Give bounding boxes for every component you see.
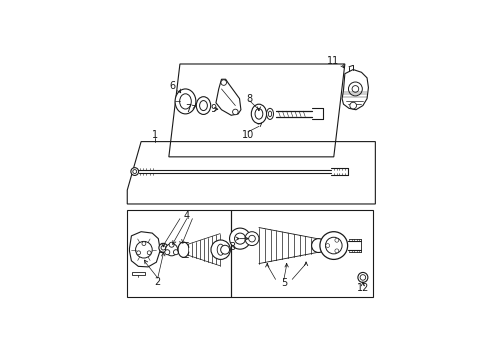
Circle shape xyxy=(248,235,255,242)
Text: 8: 8 xyxy=(246,94,252,104)
Circle shape xyxy=(325,244,329,247)
Ellipse shape xyxy=(268,111,271,117)
Circle shape xyxy=(234,233,245,244)
Polygon shape xyxy=(216,79,241,115)
Ellipse shape xyxy=(217,244,224,255)
Text: 1: 1 xyxy=(152,130,158,140)
Circle shape xyxy=(334,249,338,253)
Circle shape xyxy=(319,232,347,260)
Circle shape xyxy=(221,80,226,85)
Ellipse shape xyxy=(175,89,196,114)
Circle shape xyxy=(232,109,238,115)
Circle shape xyxy=(357,273,367,283)
Text: 7: 7 xyxy=(185,104,191,114)
Circle shape xyxy=(325,237,342,254)
Ellipse shape xyxy=(199,100,207,111)
Circle shape xyxy=(348,82,362,96)
Circle shape xyxy=(169,242,174,247)
Circle shape xyxy=(142,242,145,246)
Circle shape xyxy=(136,251,140,255)
Circle shape xyxy=(161,246,165,250)
Circle shape xyxy=(135,242,152,258)
Ellipse shape xyxy=(196,97,210,114)
Text: 10: 10 xyxy=(241,130,253,140)
Circle shape xyxy=(173,250,178,255)
Polygon shape xyxy=(342,69,367,110)
Circle shape xyxy=(359,275,365,280)
Circle shape xyxy=(220,245,229,254)
Circle shape xyxy=(210,240,230,260)
Bar xyxy=(127,210,231,297)
Text: 4: 4 xyxy=(183,211,189,221)
Ellipse shape xyxy=(255,109,262,119)
Text: 11: 11 xyxy=(326,56,339,66)
Circle shape xyxy=(229,228,250,249)
Text: 6: 6 xyxy=(169,81,175,91)
Text: 2: 2 xyxy=(154,276,161,287)
Circle shape xyxy=(147,251,151,255)
Ellipse shape xyxy=(179,94,191,109)
Bar xyxy=(231,210,372,297)
Circle shape xyxy=(165,244,177,256)
Text: 5: 5 xyxy=(280,278,286,288)
Text: 3: 3 xyxy=(229,242,235,252)
Ellipse shape xyxy=(266,108,273,120)
Circle shape xyxy=(131,168,138,175)
Circle shape xyxy=(349,102,356,109)
Polygon shape xyxy=(129,232,160,267)
Circle shape xyxy=(133,170,137,174)
Text: 12: 12 xyxy=(356,283,368,293)
Circle shape xyxy=(351,86,358,92)
Circle shape xyxy=(164,250,169,255)
Bar xyxy=(132,272,144,275)
Circle shape xyxy=(334,238,338,242)
Circle shape xyxy=(244,232,259,246)
Circle shape xyxy=(311,239,325,252)
Circle shape xyxy=(159,243,167,252)
Ellipse shape xyxy=(251,104,266,123)
Text: 9: 9 xyxy=(210,104,216,114)
